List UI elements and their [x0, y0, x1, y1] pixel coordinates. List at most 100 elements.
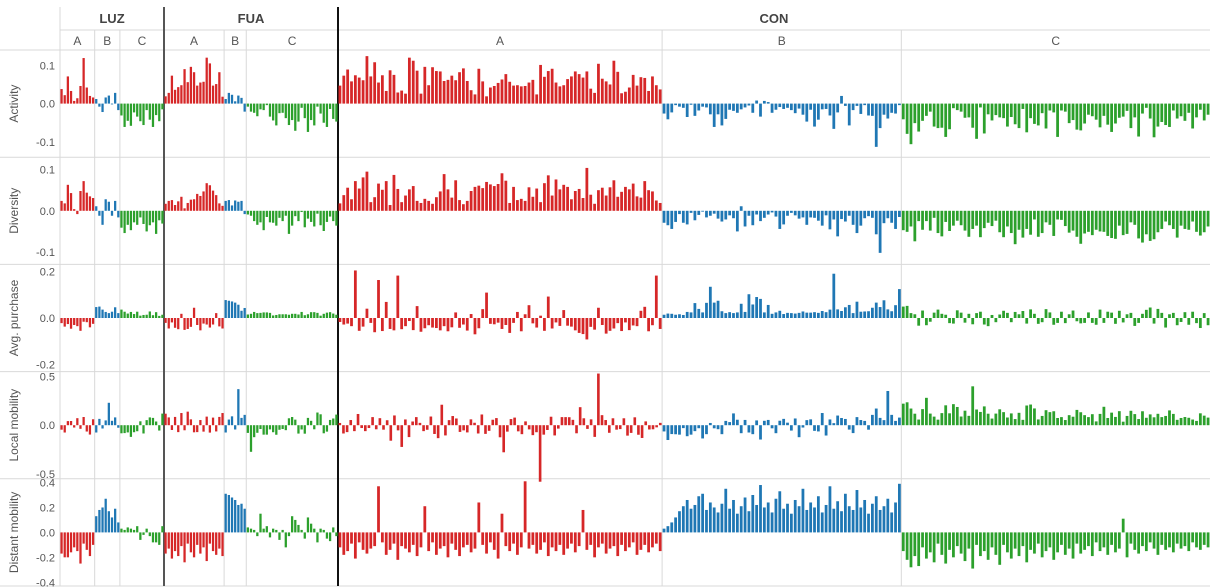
bar	[95, 206, 98, 211]
bar	[762, 210, 766, 218]
bar	[936, 419, 940, 426]
bar	[801, 103, 805, 115]
bar	[948, 532, 951, 550]
bar	[142, 314, 145, 318]
bar	[120, 103, 123, 116]
bar	[654, 85, 658, 104]
bar	[101, 309, 104, 318]
bar	[890, 311, 894, 318]
bar	[720, 210, 724, 222]
bar	[423, 506, 427, 533]
bar	[1017, 314, 1021, 318]
bar	[1013, 311, 1017, 318]
bar	[1179, 103, 1183, 117]
bar	[519, 532, 523, 548]
bar	[281, 103, 284, 113]
bar	[306, 417, 310, 426]
bar	[419, 532, 423, 548]
bar	[148, 532, 151, 537]
bar	[550, 68, 554, 104]
bar	[1110, 103, 1113, 132]
bar	[107, 95, 110, 104]
bar	[502, 425, 505, 453]
bar	[384, 301, 388, 318]
bar	[743, 311, 747, 318]
bar	[79, 191, 82, 211]
bar	[801, 210, 805, 218]
bar	[867, 513, 870, 533]
tick-label: -0.5	[36, 469, 55, 481]
bar	[76, 418, 79, 426]
bar	[360, 425, 363, 429]
bar	[1110, 312, 1113, 318]
bar	[627, 318, 631, 331]
bar	[1117, 532, 1121, 549]
bar	[952, 532, 955, 558]
bar	[882, 300, 886, 318]
bar	[643, 77, 647, 104]
bar	[177, 318, 180, 330]
bar	[797, 506, 801, 533]
bar	[874, 302, 878, 318]
bar	[728, 422, 732, 426]
bar	[716, 512, 720, 533]
bar	[770, 313, 774, 318]
bar	[287, 103, 291, 126]
bar	[338, 85, 342, 104]
bar	[1148, 532, 1152, 543]
bar	[566, 532, 569, 549]
bar	[863, 499, 867, 533]
bar	[177, 87, 180, 104]
bar	[728, 508, 732, 533]
bar	[558, 86, 562, 104]
bar	[932, 210, 936, 218]
bar	[297, 103, 300, 122]
subgroup-header: B	[103, 34, 111, 48]
bar	[82, 181, 85, 211]
bar	[593, 318, 596, 330]
bar	[616, 318, 620, 324]
bar	[575, 425, 578, 434]
bar	[658, 318, 662, 329]
bar	[1083, 532, 1086, 550]
bar	[689, 425, 693, 435]
bar	[832, 273, 836, 318]
bar	[1164, 532, 1168, 550]
bar	[546, 532, 550, 557]
bar	[535, 94, 539, 104]
bar	[435, 532, 438, 555]
bar	[230, 205, 234, 211]
bar	[342, 318, 346, 325]
bar	[465, 81, 469, 104]
bar	[1141, 313, 1144, 318]
bar	[571, 419, 575, 426]
bar	[778, 310, 782, 318]
bar	[88, 425, 92, 435]
bar	[786, 312, 789, 318]
bar	[237, 389, 240, 426]
bar	[1121, 210, 1125, 236]
bar	[380, 189, 384, 211]
bar	[1121, 103, 1125, 117]
bar	[290, 103, 294, 121]
bar	[705, 425, 708, 435]
bar	[1090, 532, 1094, 557]
bar	[882, 420, 886, 426]
bar	[325, 103, 329, 127]
bar	[338, 532, 342, 548]
bar	[373, 197, 377, 211]
bar	[1164, 103, 1168, 126]
bar	[724, 313, 728, 318]
bar	[1179, 532, 1183, 549]
bar	[701, 103, 705, 107]
bar	[313, 425, 316, 430]
bar	[1129, 532, 1133, 544]
bar	[612, 60, 616, 104]
bar	[1071, 416, 1075, 426]
bar	[1152, 417, 1156, 426]
bar	[1175, 419, 1179, 426]
group-header: LUZ	[99, 11, 124, 26]
bar	[142, 103, 145, 126]
bar	[136, 210, 139, 225]
bar	[585, 167, 589, 211]
